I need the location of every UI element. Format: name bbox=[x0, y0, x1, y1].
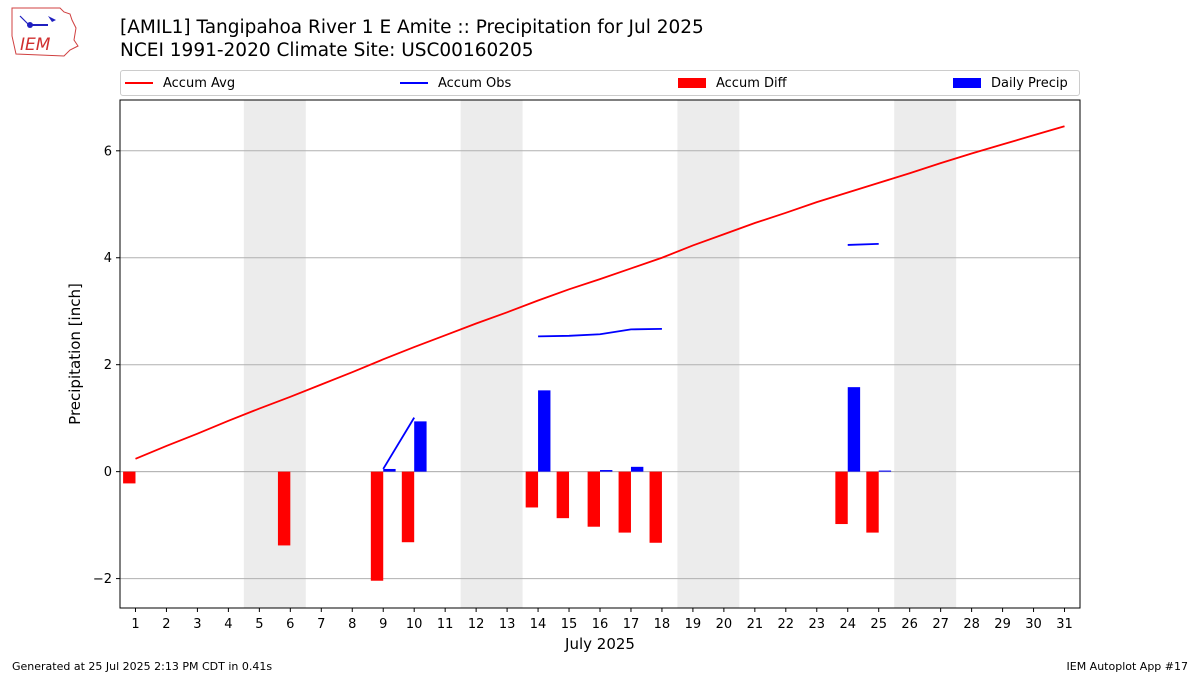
xtick-label: 12 bbox=[468, 617, 485, 632]
xtick-label: 10 bbox=[406, 617, 423, 632]
xtick-label: 4 bbox=[224, 617, 232, 632]
legend-label-accum-diff: Accum Diff bbox=[716, 75, 787, 91]
xtick-label: 25 bbox=[870, 617, 887, 632]
xtick-label: 21 bbox=[747, 617, 764, 632]
xtick-label: 23 bbox=[809, 617, 826, 632]
accum-obs-line-1 bbox=[538, 327, 662, 338]
xtick-label: 26 bbox=[901, 617, 918, 632]
xtick-label: 27 bbox=[932, 617, 949, 632]
xtick-label: 30 bbox=[1025, 617, 1042, 632]
legend-item-accum-avg: Accum Avg bbox=[125, 71, 235, 95]
xtick-label: 31 bbox=[1056, 617, 1073, 632]
accum-diff-bar-day-17 bbox=[618, 471, 631, 533]
xtick-label: 28 bbox=[963, 617, 980, 632]
accum-diff-bar-day-16 bbox=[587, 471, 600, 527]
accum-diff-bar-day-24 bbox=[835, 471, 848, 525]
daily-precip-bar-day-24 bbox=[847, 387, 861, 472]
chart-subtitle: NCEI 1991-2020 Climate Site: USC00160205 bbox=[120, 40, 534, 61]
daily-precip-bar-day-16 bbox=[600, 470, 613, 472]
ytick-label: 2 bbox=[104, 358, 112, 373]
accum-obs-line-0 bbox=[382, 417, 415, 470]
iem-logo: IEM bbox=[8, 6, 80, 58]
accum-diff-bar-day-25 bbox=[866, 471, 879, 533]
weekend-band-2 bbox=[677, 100, 740, 608]
xtick-label: 8 bbox=[348, 617, 356, 632]
xtick-label: 24 bbox=[839, 617, 856, 632]
legend-label-daily-precip: Daily Precip bbox=[991, 75, 1068, 91]
xtick-label: 9 bbox=[379, 617, 387, 632]
legend-swatch-accum-diff bbox=[678, 78, 706, 88]
xtick-label: 3 bbox=[193, 617, 201, 632]
xtick-label: 14 bbox=[530, 617, 547, 632]
chart-legend: Accum Avg Accum Obs Accum Diff Daily Pre… bbox=[120, 70, 1080, 96]
accum-diff-bar-day-18 bbox=[649, 471, 662, 543]
xtick-label: 13 bbox=[499, 617, 516, 632]
daily-precip-bar-day-25 bbox=[878, 470, 892, 472]
legend-swatch-accum-avg bbox=[125, 82, 153, 84]
xtick-label: 19 bbox=[685, 617, 702, 632]
xtick-label: 20 bbox=[716, 617, 733, 632]
legend-swatch-daily-precip bbox=[953, 78, 981, 88]
weekend-band-3 bbox=[894, 100, 957, 608]
daily-precip-bar-day-10 bbox=[414, 421, 427, 472]
legend-item-accum-diff: Accum Diff bbox=[678, 71, 787, 95]
daily-precip-bar-day-9 bbox=[383, 468, 396, 472]
legend-item-accum-obs: Accum Obs bbox=[400, 71, 511, 95]
x-axis-label: July 2025 bbox=[564, 635, 635, 653]
daily-precip-bar-day-17 bbox=[630, 466, 644, 472]
weekend-band-1 bbox=[460, 100, 523, 608]
iem-logo-graphic: IEM bbox=[11, 7, 79, 57]
ytick-label: −2 bbox=[93, 572, 112, 587]
xtick-label: 2 bbox=[162, 617, 170, 632]
ytick-label: 4 bbox=[104, 251, 112, 266]
footer-app: IEM Autoplot App #17 bbox=[1066, 660, 1189, 673]
legend-item-daily-precip: Daily Precip bbox=[953, 71, 1068, 95]
xtick-label: 7 bbox=[317, 617, 325, 632]
legend-swatch-accum-obs bbox=[400, 82, 428, 84]
logo-text: IEM bbox=[20, 35, 51, 55]
xtick-label: 17 bbox=[623, 617, 640, 632]
daily-precip-bar-day-14 bbox=[538, 390, 551, 472]
xtick-label: 11 bbox=[437, 617, 454, 632]
xtick-label: 18 bbox=[654, 617, 671, 632]
ytick-label: 0 bbox=[104, 465, 112, 480]
legend-label-accum-obs: Accum Obs bbox=[438, 75, 512, 91]
accum-avg-line-0 bbox=[135, 125, 1065, 460]
xtick-label: 15 bbox=[561, 617, 578, 632]
y-axis-label: Precipitation [inch] bbox=[66, 283, 84, 425]
accum-diff-bar-day-10 bbox=[401, 471, 415, 543]
accum-diff-bar-day-15 bbox=[556, 471, 570, 519]
xtick-label: 6 bbox=[286, 617, 294, 632]
xtick-label: 29 bbox=[994, 617, 1011, 632]
weekend-band-0 bbox=[243, 100, 306, 608]
ytick-label: 6 bbox=[104, 144, 112, 159]
footer-generated: Generated at 25 Jul 2025 2:13 PM CDT in … bbox=[12, 660, 273, 673]
accum-diff-bar-day-1 bbox=[123, 471, 136, 484]
accum-diff-bar-day-9 bbox=[370, 471, 384, 581]
accum-obs-line-2 bbox=[847, 242, 879, 246]
accum-diff-bar-day-6 bbox=[277, 471, 291, 546]
xtick-label: 22 bbox=[778, 617, 795, 632]
xtick-label: 1 bbox=[131, 617, 139, 632]
legend-label-accum-avg: Accum Avg bbox=[163, 75, 236, 91]
xtick-label: 5 bbox=[255, 617, 263, 632]
chart-title: [AMIL1] Tangipahoa River 1 E Amite :: Pr… bbox=[120, 17, 704, 38]
xtick-label: 16 bbox=[592, 617, 609, 632]
accum-diff-bar-day-14 bbox=[525, 471, 539, 508]
